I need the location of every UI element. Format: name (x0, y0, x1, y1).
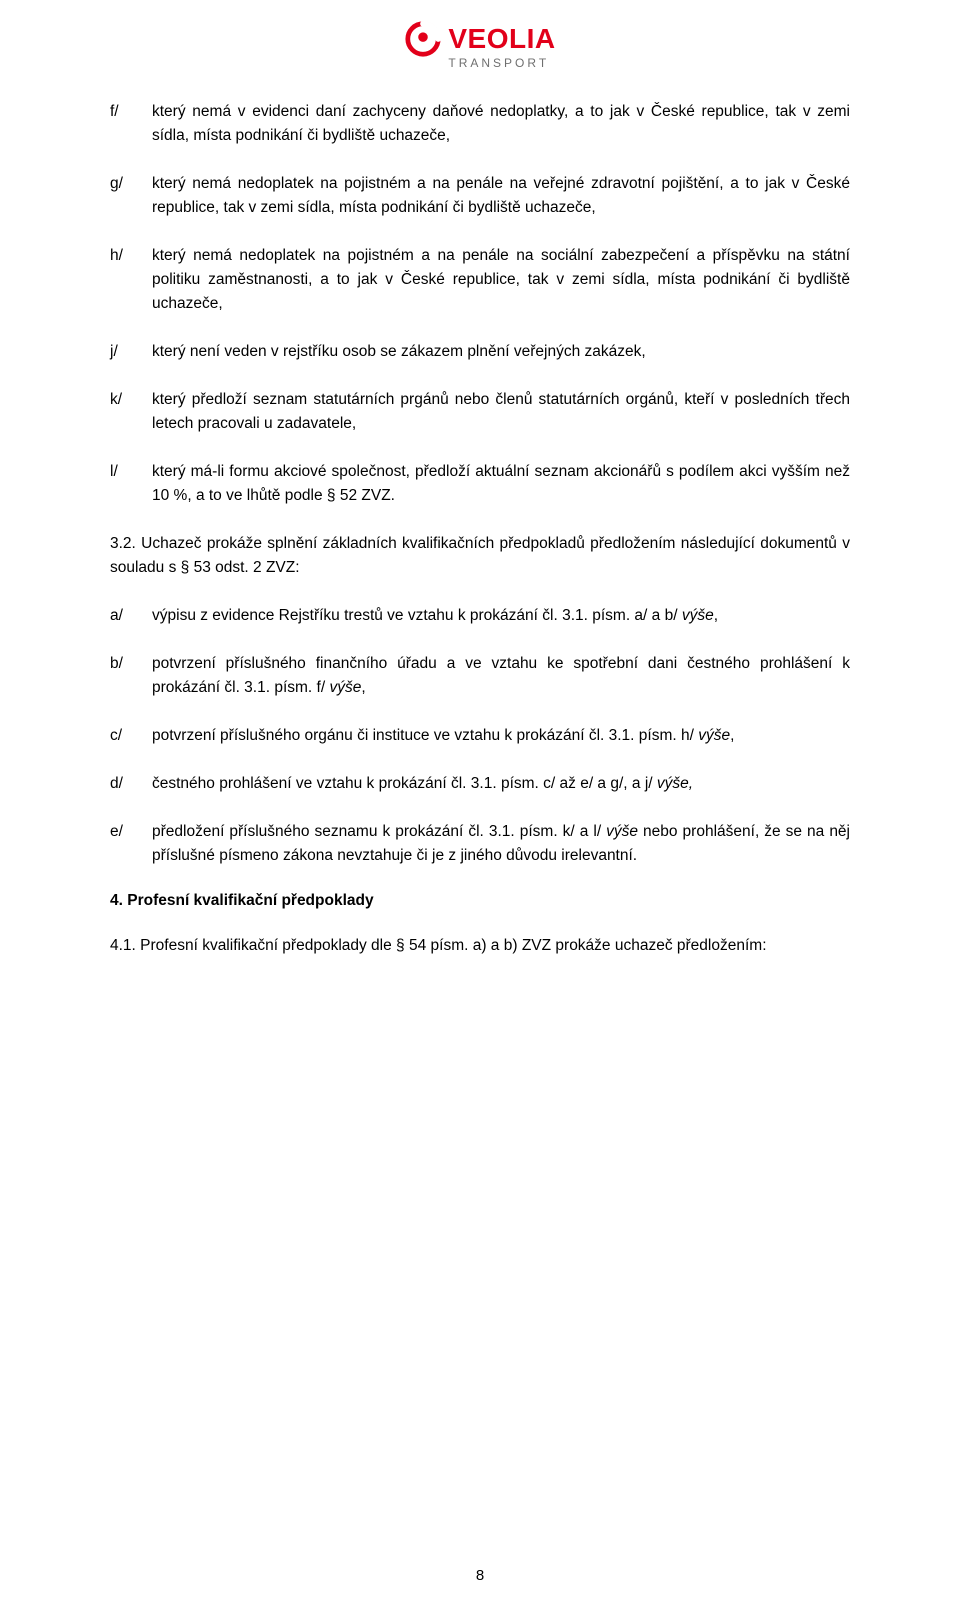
item-body: který nemá nedoplatek na pojistném a na … (152, 244, 850, 316)
logo-sub-text: TRANSPORT (448, 56, 555, 70)
list-item: f/ který nemá v evidenci daní zachyceny … (110, 100, 850, 148)
item-pre: výpisu z evidence Rejstříku trestů ve vz… (152, 607, 682, 624)
item-post: , (361, 679, 365, 696)
item-body: který má-li formu akciové společnost, př… (152, 460, 850, 508)
item-body: který předloží seznam statutárních prgán… (152, 388, 850, 436)
item-ital: výše (682, 607, 714, 624)
list-item: g/ který nemá nedoplatek na pojistném a … (110, 172, 850, 220)
item-pre: předložení příslušného seznamu k prokázá… (152, 823, 606, 840)
item-pre: čestného prohlášení ve vztahu k prokázán… (152, 775, 657, 792)
page: VEOLIA TRANSPORT f/ který nemá v evidenc… (0, 0, 960, 1610)
list-item: b/ potvrzení příslušného finančního úřad… (110, 652, 850, 700)
item-marker: k/ (110, 388, 152, 412)
item-marker: g/ (110, 172, 152, 196)
list-item: a/ výpisu z evidence Rejstříku trestů ve… (110, 604, 850, 628)
item-ital: výše (606, 823, 638, 840)
item-body: potvrzení příslušného finančního úřadu a… (152, 652, 850, 700)
logo-brand-text: VEOLIA (448, 23, 555, 55)
page-number: 8 (0, 1567, 960, 1584)
item-marker: b/ (110, 652, 152, 676)
item-body: který nemá nedoplatek na pojistném a na … (152, 172, 850, 220)
item-body: výpisu z evidence Rejstříku trestů ve vz… (152, 604, 850, 628)
item-marker: e/ (110, 820, 152, 844)
list-item: c/ potvrzení příslušného orgánu či insti… (110, 724, 850, 748)
item-pre: potvrzení příslušného orgánu či instituc… (152, 727, 698, 744)
item-marker: f/ (110, 100, 152, 124)
list-item: j/ který není veden v rejstříku osob se … (110, 340, 850, 364)
item-body: který není veden v rejstříku osob se zák… (152, 340, 850, 364)
heading-4: 4. Profesní kvalifikační předpoklady (110, 892, 850, 910)
item-body: potvrzení příslušného orgánu či instituc… (152, 724, 850, 748)
item-marker: l/ (110, 460, 152, 484)
list-item: h/ který nemá nedoplatek na pojistném a … (110, 244, 850, 316)
list-item: k/ který předloží seznam statutárních pr… (110, 388, 850, 436)
veolia-logo: VEOLIA TRANSPORT (404, 20, 555, 70)
item-marker: j/ (110, 340, 152, 364)
list-item: e/ předložení příslušného seznamu k prok… (110, 820, 850, 868)
paragraph-3-2: 3.2. Uchazeč prokáže splnění základních … (110, 532, 850, 580)
paragraph-4-1: 4.1. Profesní kvalifikační předpoklady d… (110, 934, 850, 958)
logo-container: VEOLIA TRANSPORT (110, 20, 850, 72)
item-ital: výše, (657, 775, 693, 792)
item-marker: h/ (110, 244, 152, 268)
item-body: čestného prohlášení ve vztahu k prokázán… (152, 772, 850, 796)
list-item: d/ čestného prohlášení ve vztahu k proká… (110, 772, 850, 796)
item-pre: potvrzení příslušného finančního úřadu a… (152, 655, 850, 696)
item-marker: c/ (110, 724, 152, 748)
item-ital: výše (329, 679, 361, 696)
item-body: předložení příslušného seznamu k prokázá… (152, 820, 850, 868)
item-post: , (714, 607, 718, 624)
item-ital: výše (698, 727, 730, 744)
item-marker: d/ (110, 772, 152, 796)
item-post: , (730, 727, 734, 744)
list-item: l/ který má-li formu akciové společnost,… (110, 460, 850, 508)
item-body: který nemá v evidenci daní zachyceny daň… (152, 100, 850, 148)
swirl-icon (404, 20, 442, 58)
item-marker: a/ (110, 604, 152, 628)
